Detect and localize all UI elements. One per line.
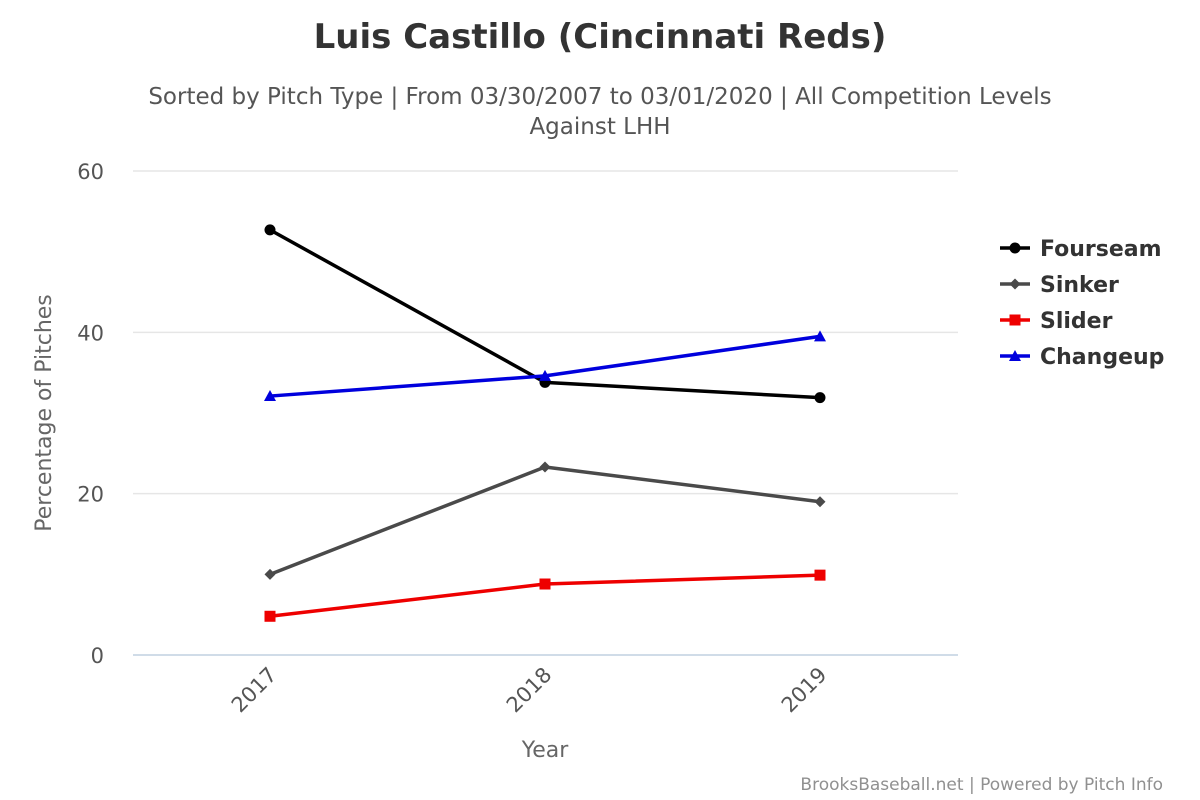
y-axis-ticks: 0 20 40 60 [77,160,104,668]
x-axis-ticks: 2017 2018 2019 [227,663,832,718]
point-fourseam-2017[interactable] [264,224,276,236]
point-sinker-2019[interactable] [814,496,826,508]
series-fourseam [264,224,826,404]
series-line-sinker [268,465,822,577]
x-tick-label-2018: 2018 [502,663,557,718]
x-tick-label-2019: 2019 [777,663,832,718]
series-group [264,224,826,622]
point-slider-2018[interactable] [539,578,551,590]
legend-marker-sinker[interactable] [1009,278,1021,290]
legend-item-slider[interactable]: Slider [1000,309,1113,334]
legend-marker-slider[interactable] [1009,314,1021,326]
series-changeup [264,330,826,402]
y-tick-label-40: 40 [77,321,104,345]
point-changeup-2018[interactable] [539,369,551,381]
legend[interactable]: Fourseam Sinker Slider Changeup [1000,237,1164,370]
x-tick-label-2017: 2017 [227,663,282,718]
legend-item-changeup[interactable]: Changeup [1000,345,1164,370]
chart-subtitle-line-2: Against LHH [529,114,670,140]
legend-item-sinker[interactable]: Sinker [1000,273,1119,298]
legend-marker-changeup[interactable] [1009,350,1021,361]
legend-label-changeup: Changeup [1040,345,1164,370]
point-changeup-2019[interactable] [814,330,826,342]
point-changeup-2017[interactable] [264,390,276,402]
point-sinker-2018[interactable] [539,461,551,473]
chart-credits[interactable]: BrooksBaseball.net | Powered by Pitch In… [800,775,1163,795]
point-slider-2017[interactable] [264,610,276,622]
y-tick-label-20: 20 [77,483,104,507]
x-axis-title: Year [521,738,570,763]
legend-label-fourseam: Fourseam [1040,237,1162,262]
y-tick-label-60: 60 [77,160,104,184]
y-tick-label-0: 0 [91,644,104,668]
gridlines [133,170,958,656]
series-sinker [264,461,826,580]
series-slider [264,569,826,622]
legend-label-slider: Slider [1040,309,1113,334]
legend-item-fourseam[interactable]: Fourseam [1000,237,1162,262]
chart-title: Luis Castillo (Cincinnati Reds) [314,17,887,57]
y-axis-title: Percentage of Pitches [32,294,57,532]
legend-marker-fourseam[interactable] [1009,242,1021,254]
legend-label-sinker: Sinker [1040,273,1119,298]
point-slider-2019[interactable] [814,569,826,581]
point-fourseam-2019[interactable] [814,392,826,404]
chart-subtitle-line-1: Sorted by Pitch Type | From 03/30/2007 t… [148,84,1051,110]
point-sinker-2017[interactable] [264,568,276,580]
